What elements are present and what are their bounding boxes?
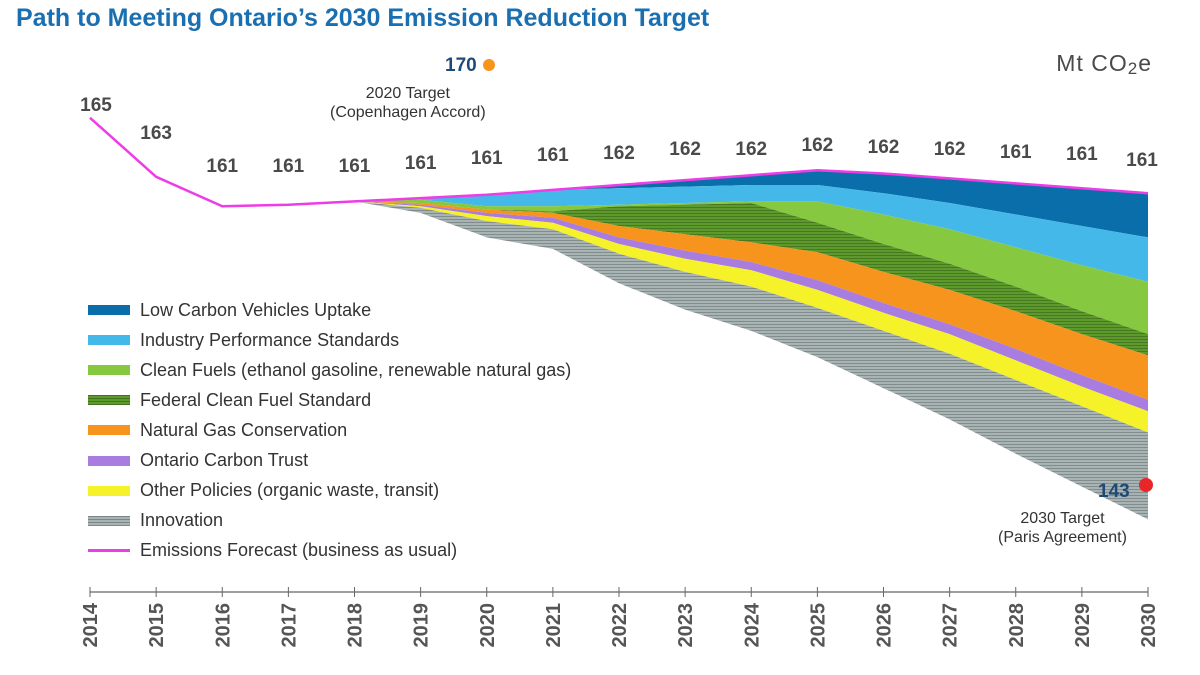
forecast-value-label: 162 (868, 137, 900, 158)
x-tick-label: 2020 (477, 603, 499, 648)
x-tick-label: 2030 (1138, 603, 1160, 648)
legend-swatch (88, 549, 130, 553)
x-tick-label: 2025 (807, 603, 829, 648)
legend-swatch (88, 335, 130, 346)
forecast-value-label: 161 (1126, 150, 1158, 171)
forecast-value-label: 162 (934, 139, 966, 160)
legend-swatch (88, 425, 130, 436)
unit-main: Mt CO (1056, 50, 1128, 76)
legend-item-industry-performance-standards: Industry Performance Standards (88, 325, 571, 355)
x-tick-label: 2019 (411, 603, 433, 648)
x-tick-label: 2027 (940, 603, 962, 648)
x-tick-label: 2029 (1072, 603, 1094, 648)
forecast-line-layer (89, 116, 1149, 208)
legend-swatch (88, 305, 130, 316)
target-2020-line1: 2020 Target (365, 85, 450, 102)
legend-item-other-policies-organic-waste-transit: Other Policies (organic waste, transit) (88, 476, 571, 506)
forecast-value-labels: 165 163 161 161 161 161 161 161 162 162 162 162 162 1… (80, 95, 1158, 177)
forecast-value-label: 161 (405, 153, 437, 174)
x-tick-label: 2026 (874, 603, 896, 648)
legend-item-natural-gas-conservation: Natural Gas Conservation (88, 415, 571, 445)
legend-label: Innovation (140, 510, 224, 531)
legend-label: Low Carbon Vehicles Uptake (140, 299, 372, 320)
target-2030-value: 143 (1098, 481, 1130, 502)
legend-label: Emissions Forecast (business as usual) (140, 540, 458, 561)
forecast-value-label: 162 (603, 143, 635, 164)
forecast-value-label: 161 (206, 156, 238, 177)
area-industry-performance-standards (90, 117, 1148, 282)
legend: Low Carbon Vehicles Uptake Industry Perfo… (88, 295, 571, 566)
legend-item-innovation: Innovation (88, 506, 571, 536)
forecast-value-label: 163 (140, 123, 172, 144)
unit-end: e (1138, 50, 1152, 76)
forecast-value-label: 161 (471, 148, 503, 169)
target-2020-marker (483, 59, 495, 71)
chart-title: Path to Meeting Ontario’s 2030 Emission … (16, 4, 710, 32)
legend-swatch (88, 395, 130, 406)
forecast-line (89, 116, 1149, 208)
target-markers (483, 59, 1153, 492)
legend-label: Federal Clean Fuel Standard (140, 389, 372, 410)
target-2030-line1: 2030 Target (1020, 510, 1105, 527)
x-tick-label: 2016 (212, 603, 234, 648)
legend-swatch (88, 515, 130, 526)
legend-swatch (88, 485, 130, 496)
target-2030-line2: (Paris Agreement) (998, 529, 1127, 546)
forecast-value-label: 162 (669, 139, 701, 160)
target-2020-line2: (Copenhagen Accord) (330, 104, 486, 121)
x-tick-label: 2023 (675, 603, 697, 648)
forecast-value-label: 161 (339, 156, 371, 177)
target-2030-label: 2030 Target (Paris Agreement) (998, 509, 1127, 547)
legend-item-ontario-carbon-trust: Ontario Carbon Trust (88, 445, 571, 475)
legend-swatch (88, 365, 130, 376)
legend-label: Other Policies (organic waste, transit) (140, 480, 440, 501)
target-2030-marker (1139, 478, 1153, 492)
x-tick-label: 2028 (1006, 603, 1028, 648)
forecast-value-label: 162 (802, 135, 834, 156)
x-tick-label: 2015 (146, 603, 168, 648)
legend-item-low-carbon-vehicles-uptake: Low Carbon Vehicles Uptake (88, 295, 571, 325)
forecast-value-label: 161 (537, 145, 569, 166)
x-tick-label: 2018 (345, 603, 367, 648)
x-tick-label: 2022 (609, 603, 631, 648)
forecast-value-label: 165 (80, 95, 112, 116)
target-2020-label: 2020 Target (Copenhagen Accord) (330, 84, 486, 122)
legend-item-federal-clean-fuel-standard: Federal Clean Fuel Standard (88, 385, 571, 415)
legend-label: Industry Performance Standards (140, 329, 400, 350)
unit-label: Mt CO2e (1056, 50, 1152, 79)
unit-subscript: 2 (1127, 59, 1139, 78)
forecast-value-label: 161 (273, 156, 305, 177)
legend-label: Natural Gas Conservation (140, 419, 348, 440)
legend-label: Clean Fuels (ethanol gasoline, renewable… (140, 359, 572, 380)
forecast-value-label: 161 (1066, 144, 1098, 165)
x-tick-label: 2014 (80, 602, 102, 647)
legend-item-emissions-forecast-business-as-usual: Emissions Forecast (business as usual) (88, 536, 571, 566)
legend-swatch (88, 455, 130, 466)
x-tick-label: 2017 (278, 603, 300, 648)
forecast-value-label: 162 (735, 139, 767, 160)
forecast-value-label: 161 (1000, 142, 1032, 163)
legend-item-clean-fuels-ethanol-gasoline-renewable-natural-gas: Clean Fuels (ethanol gasoline, renewable… (88, 355, 571, 385)
x-tick-label: 2021 (543, 603, 565, 648)
target-2020-value: 170 (445, 55, 477, 76)
x-tick-label: 2024 (741, 602, 763, 647)
legend-label: Ontario Carbon Trust (140, 450, 309, 471)
x-axis: 2014 2015 2016 2017 2018 2019 2020 2021 2022 2023… (80, 587, 1160, 648)
